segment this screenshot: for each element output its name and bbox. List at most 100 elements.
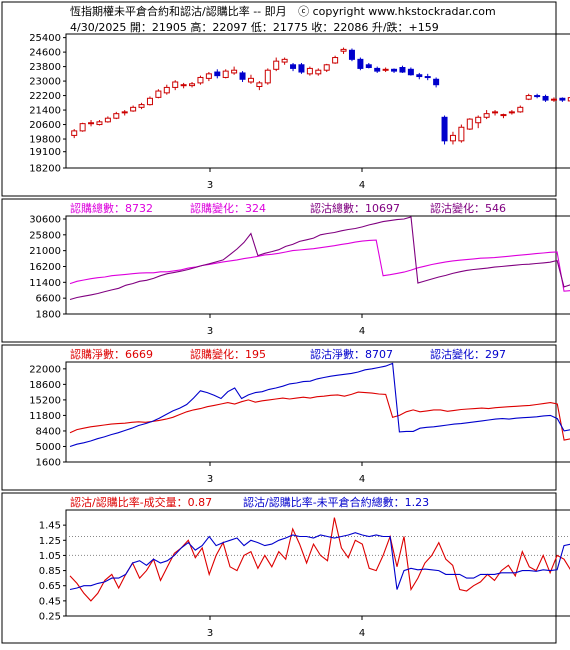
candle-body — [180, 84, 187, 87]
candle-body — [155, 90, 162, 98]
y-tick-label: 11400 — [29, 278, 61, 289]
y-tick-label: 25400 — [29, 33, 61, 44]
legend-entry: 認沽變化：546 — [430, 201, 506, 215]
title-text: 恆指期權未平倉合約和認沽/認購比率 -- 即月 — [70, 5, 287, 18]
legend-entry: 認購變化：324 — [190, 201, 266, 215]
panel-frame-4 — [1, 492, 557, 644]
candle-body — [290, 64, 297, 69]
legend-entry: 認沽/認購比率-未平倉合約總數：1.23 — [243, 495, 429, 509]
plot-area-3 — [65, 361, 570, 463]
y-tick-label: 6600 — [36, 294, 61, 305]
y-tick-label: 19800 — [29, 135, 61, 146]
series-line-1 — [69, 239, 570, 292]
candle-body — [534, 95, 541, 98]
x-tick-label: 3 — [207, 180, 213, 191]
candle-body — [281, 58, 288, 63]
candle-body — [508, 111, 515, 114]
candle-body — [88, 122, 95, 125]
candle-body — [567, 97, 570, 102]
legend-entry: 認購淨數：6669 — [70, 347, 153, 361]
legend-entry: 認沽變化：297 — [430, 347, 506, 361]
legend-entry: 認沽/認購比率-成交量：0.87 — [70, 495, 212, 509]
y-tick-label: 1800 — [36, 310, 61, 321]
candle-body — [239, 72, 246, 80]
series-line-2 — [69, 216, 570, 301]
panel-frame-2 — [1, 198, 557, 343]
candle-body — [104, 117, 111, 123]
candle-body — [247, 77, 254, 83]
y-tick-label: 1.45 — [39, 521, 61, 532]
candle-body — [163, 86, 170, 94]
panel-frame-3 — [1, 344, 557, 491]
candle-body — [466, 118, 473, 130]
candle-body — [399, 67, 406, 73]
y-tick-label: 23800 — [29, 62, 61, 73]
y-tick-label: 25800 — [29, 230, 61, 241]
candle-body — [306, 67, 313, 75]
candle-body — [542, 95, 549, 101]
y-tick-label: 19100 — [29, 147, 61, 158]
candle-body — [374, 67, 381, 72]
candle-body — [130, 106, 137, 112]
candle-body — [315, 69, 322, 75]
candle-body — [146, 97, 153, 106]
y-tick-label: 0.65 — [39, 581, 61, 592]
candle-body — [214, 71, 221, 77]
candle-body — [340, 48, 347, 52]
y-tick-label: 18600 — [29, 380, 61, 391]
y-tick-label: 21400 — [29, 106, 61, 117]
panel-frame-1 — [1, 1, 557, 197]
chart-title: 恆指期權未平倉合約和認沽/認購比率 -- 即月 ⓒ copyright www.… — [70, 3, 496, 19]
y-tick-label: 0.85 — [39, 566, 61, 577]
candle-body — [323, 64, 330, 71]
y-tick-label: 0.45 — [39, 596, 61, 607]
y-tick-label: 24600 — [29, 48, 61, 59]
candle-body — [79, 123, 86, 132]
candle-body — [483, 113, 490, 118]
x-tick-label: 4 — [359, 326, 365, 337]
candle-body — [357, 58, 364, 69]
candle-body — [348, 49, 355, 60]
y-tick-label: 0.25 — [39, 612, 61, 623]
series-line-2 — [69, 532, 570, 591]
y-tick-label: 15200 — [29, 395, 61, 406]
series-line-1 — [69, 517, 570, 602]
candle-body — [332, 57, 339, 64]
candle-body — [424, 76, 431, 79]
y-tick-label: 5000 — [36, 442, 61, 453]
candle-body — [449, 134, 456, 142]
x-tick-label: 3 — [207, 474, 213, 485]
candle-body — [113, 113, 120, 119]
candle-body — [138, 104, 145, 108]
y-tick-label: 11800 — [29, 411, 61, 422]
candle-body — [172, 81, 179, 88]
candle-body — [500, 114, 507, 117]
x-tick-label: 3 — [207, 326, 213, 337]
candle-body — [256, 82, 263, 88]
candle-body — [550, 98, 557, 101]
candle-body — [96, 121, 103, 126]
candle-body — [525, 95, 532, 100]
candle-body — [365, 64, 372, 68]
candle-body — [197, 76, 204, 84]
candle-body — [391, 68, 398, 72]
candle-body — [559, 97, 566, 101]
y-tick-label: 18200 — [29, 164, 61, 175]
y-tick-label: 22200 — [29, 91, 61, 102]
candle-body — [71, 130, 78, 136]
candle-body — [273, 60, 280, 70]
plot-area-1 — [65, 33, 570, 169]
legend-entry: 認購總數：8732 — [70, 201, 153, 215]
candle-body — [416, 74, 423, 78]
candle-body — [231, 69, 238, 74]
candle-body — [205, 73, 212, 79]
candle-body — [492, 111, 499, 114]
candle-body — [189, 83, 196, 87]
candle-body — [298, 64, 305, 73]
legend-entry: 認沽總數：10697 — [310, 201, 400, 215]
series-line-2 — [69, 362, 570, 448]
y-tick-label: 23000 — [29, 77, 61, 88]
candle-body — [475, 116, 482, 124]
y-tick-label: 30600 — [29, 214, 61, 225]
